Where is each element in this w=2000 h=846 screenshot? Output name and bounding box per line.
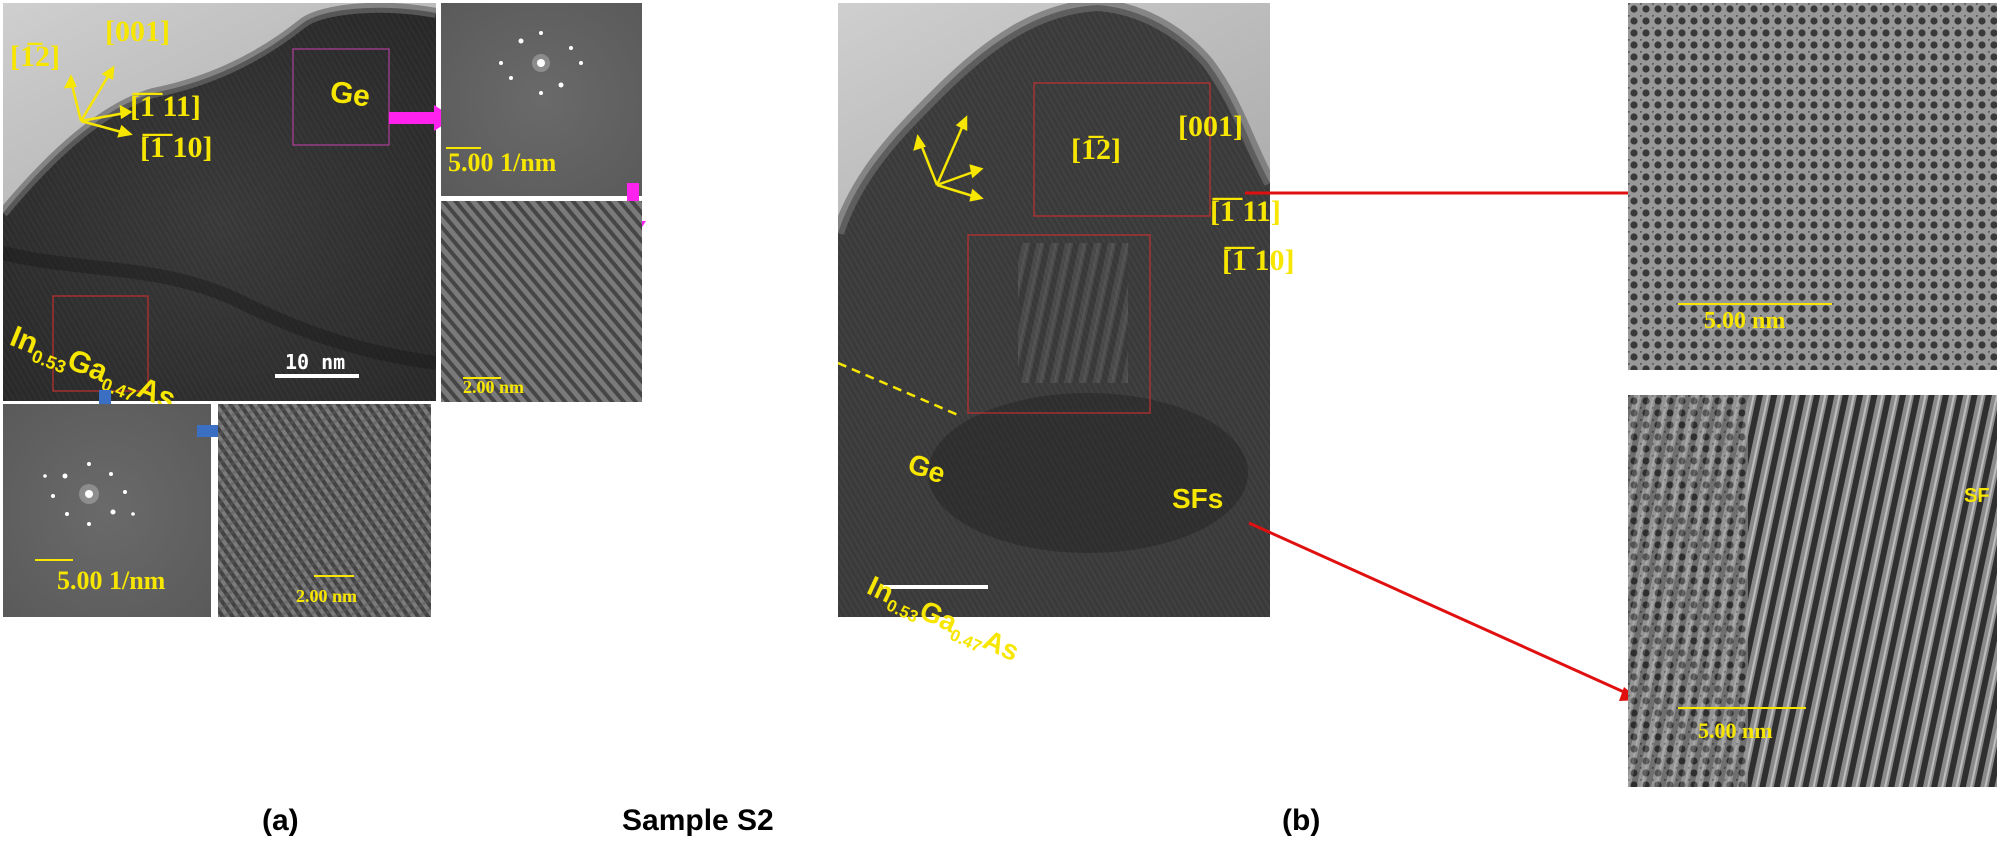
panel-b-main-image (838, 3, 1270, 617)
direction-label-112: [1̅2] (10, 40, 60, 73)
fft-bottom-scale-label: 5.00 1/nm (57, 566, 166, 595)
panel-a-ifft-bottom (218, 404, 431, 617)
caption-sample: Sample S2 (622, 804, 774, 837)
direction-label-m111: [̅1̅ 11] (130, 90, 201, 123)
sf-label: SF (1964, 485, 1990, 507)
b-ifft-top-scale-label: 5.00 nm (1704, 308, 1786, 334)
panel-a-fft-top (441, 3, 642, 196)
ifft-top-scale-label: 2.00 nm (463, 377, 525, 397)
panel-a-fft-bottom (3, 404, 211, 617)
ifft-bottom-scale-label: 2.00 nm (296, 586, 358, 606)
fft-top-scale-label: 5.00 1/nm (448, 148, 557, 177)
b-scale-bar-label: 10 nm (895, 685, 1034, 739)
panel-a-ifft-top (441, 201, 642, 402)
panel-b-ifft-top (1628, 3, 1997, 370)
sfs-label: SFs (1172, 483, 1224, 514)
b-direction-label-001: [001] (1178, 110, 1243, 143)
direction-label-001: [001] (105, 15, 170, 48)
scale-bar-label: 10 nm (285, 350, 346, 374)
b-direction-label-m110: [̅1̅ 10] (1222, 244, 1295, 277)
panel-b-ifft-bottom (1628, 395, 1997, 787)
ge-label: Ge (327, 75, 373, 114)
caption-b: (b) (1282, 804, 1321, 837)
red-arrows (1245, 185, 1665, 701)
b-direction-label-112: [1̅2] (1071, 133, 1121, 166)
caption-a: (a) (262, 804, 299, 837)
b-direction-label-m111: [̅1̅ 11] (1210, 195, 1281, 228)
direction-label-m110: [̅1̅ 10] (140, 131, 213, 164)
panel-a-main-image (3, 3, 436, 401)
b-ifft-bottom-scale-label: 5.00 nm (1698, 718, 1773, 743)
